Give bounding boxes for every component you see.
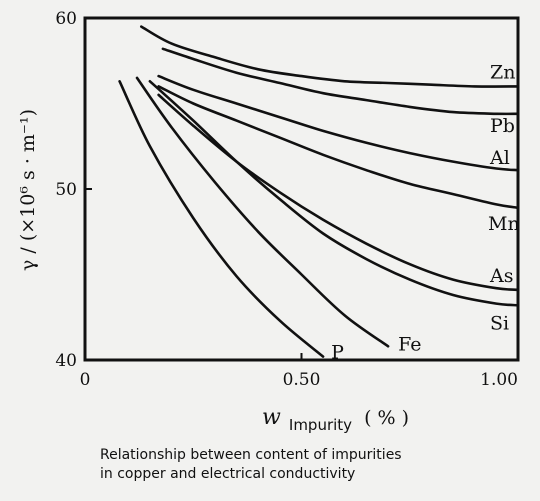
caption-line-1: Relationship between content of impuriti…: [100, 447, 402, 463]
series-line-mn: [157, 85, 520, 210]
series-label-mn: Mn: [488, 213, 520, 235]
series-label-al: Al: [489, 147, 510, 169]
series-line-as: [157, 93, 520, 292]
y-tick-label: 40: [55, 351, 77, 371]
series-layer: [118, 25, 520, 358]
x-axis-ticks: 0 0.50 1.00: [80, 353, 519, 390]
x-axis-label-subscript: Impurity: [289, 416, 352, 434]
series-label-pb: Pb: [490, 115, 515, 137]
figure-caption: Relationship between content of impuriti…: [100, 446, 500, 484]
x-axis-label-symbol: w: [262, 405, 281, 430]
series-line-zn: [140, 25, 520, 88]
series-line-fe: [135, 76, 390, 348]
y-axis-ticks: 40 50 60: [55, 9, 92, 371]
series-label-si: Si: [490, 312, 509, 334]
y-tick-label: 50: [55, 180, 77, 200]
series-label-p: P: [331, 342, 344, 364]
x-tick-label: 0.50: [283, 370, 321, 390]
series-label-zn: Zn: [490, 61, 515, 83]
caption-line-2: in copper and electrical conductivity: [100, 466, 356, 482]
x-axis-label-unit: ( % ): [364, 407, 409, 429]
series-label-fe: Fe: [398, 333, 421, 355]
x-axis-label: w Impurity ( % ): [262, 405, 409, 435]
x-tick-label: 1.00: [480, 370, 518, 390]
y-axis-label: γ / (×10⁶ s · m⁻¹): [17, 109, 39, 271]
y-tick-label: 60: [55, 9, 77, 29]
series-line-p: [118, 80, 325, 358]
series-line-pb: [161, 47, 520, 116]
series-line-al: [157, 74, 520, 172]
series-label-as: As: [489, 265, 513, 287]
x-tick-label: 0: [80, 370, 91, 390]
series-labels: Zn Pb Al Mn As Si Fe P: [331, 61, 520, 363]
series-line-si: [148, 80, 520, 307]
plot-frame: [83, 16, 520, 362]
